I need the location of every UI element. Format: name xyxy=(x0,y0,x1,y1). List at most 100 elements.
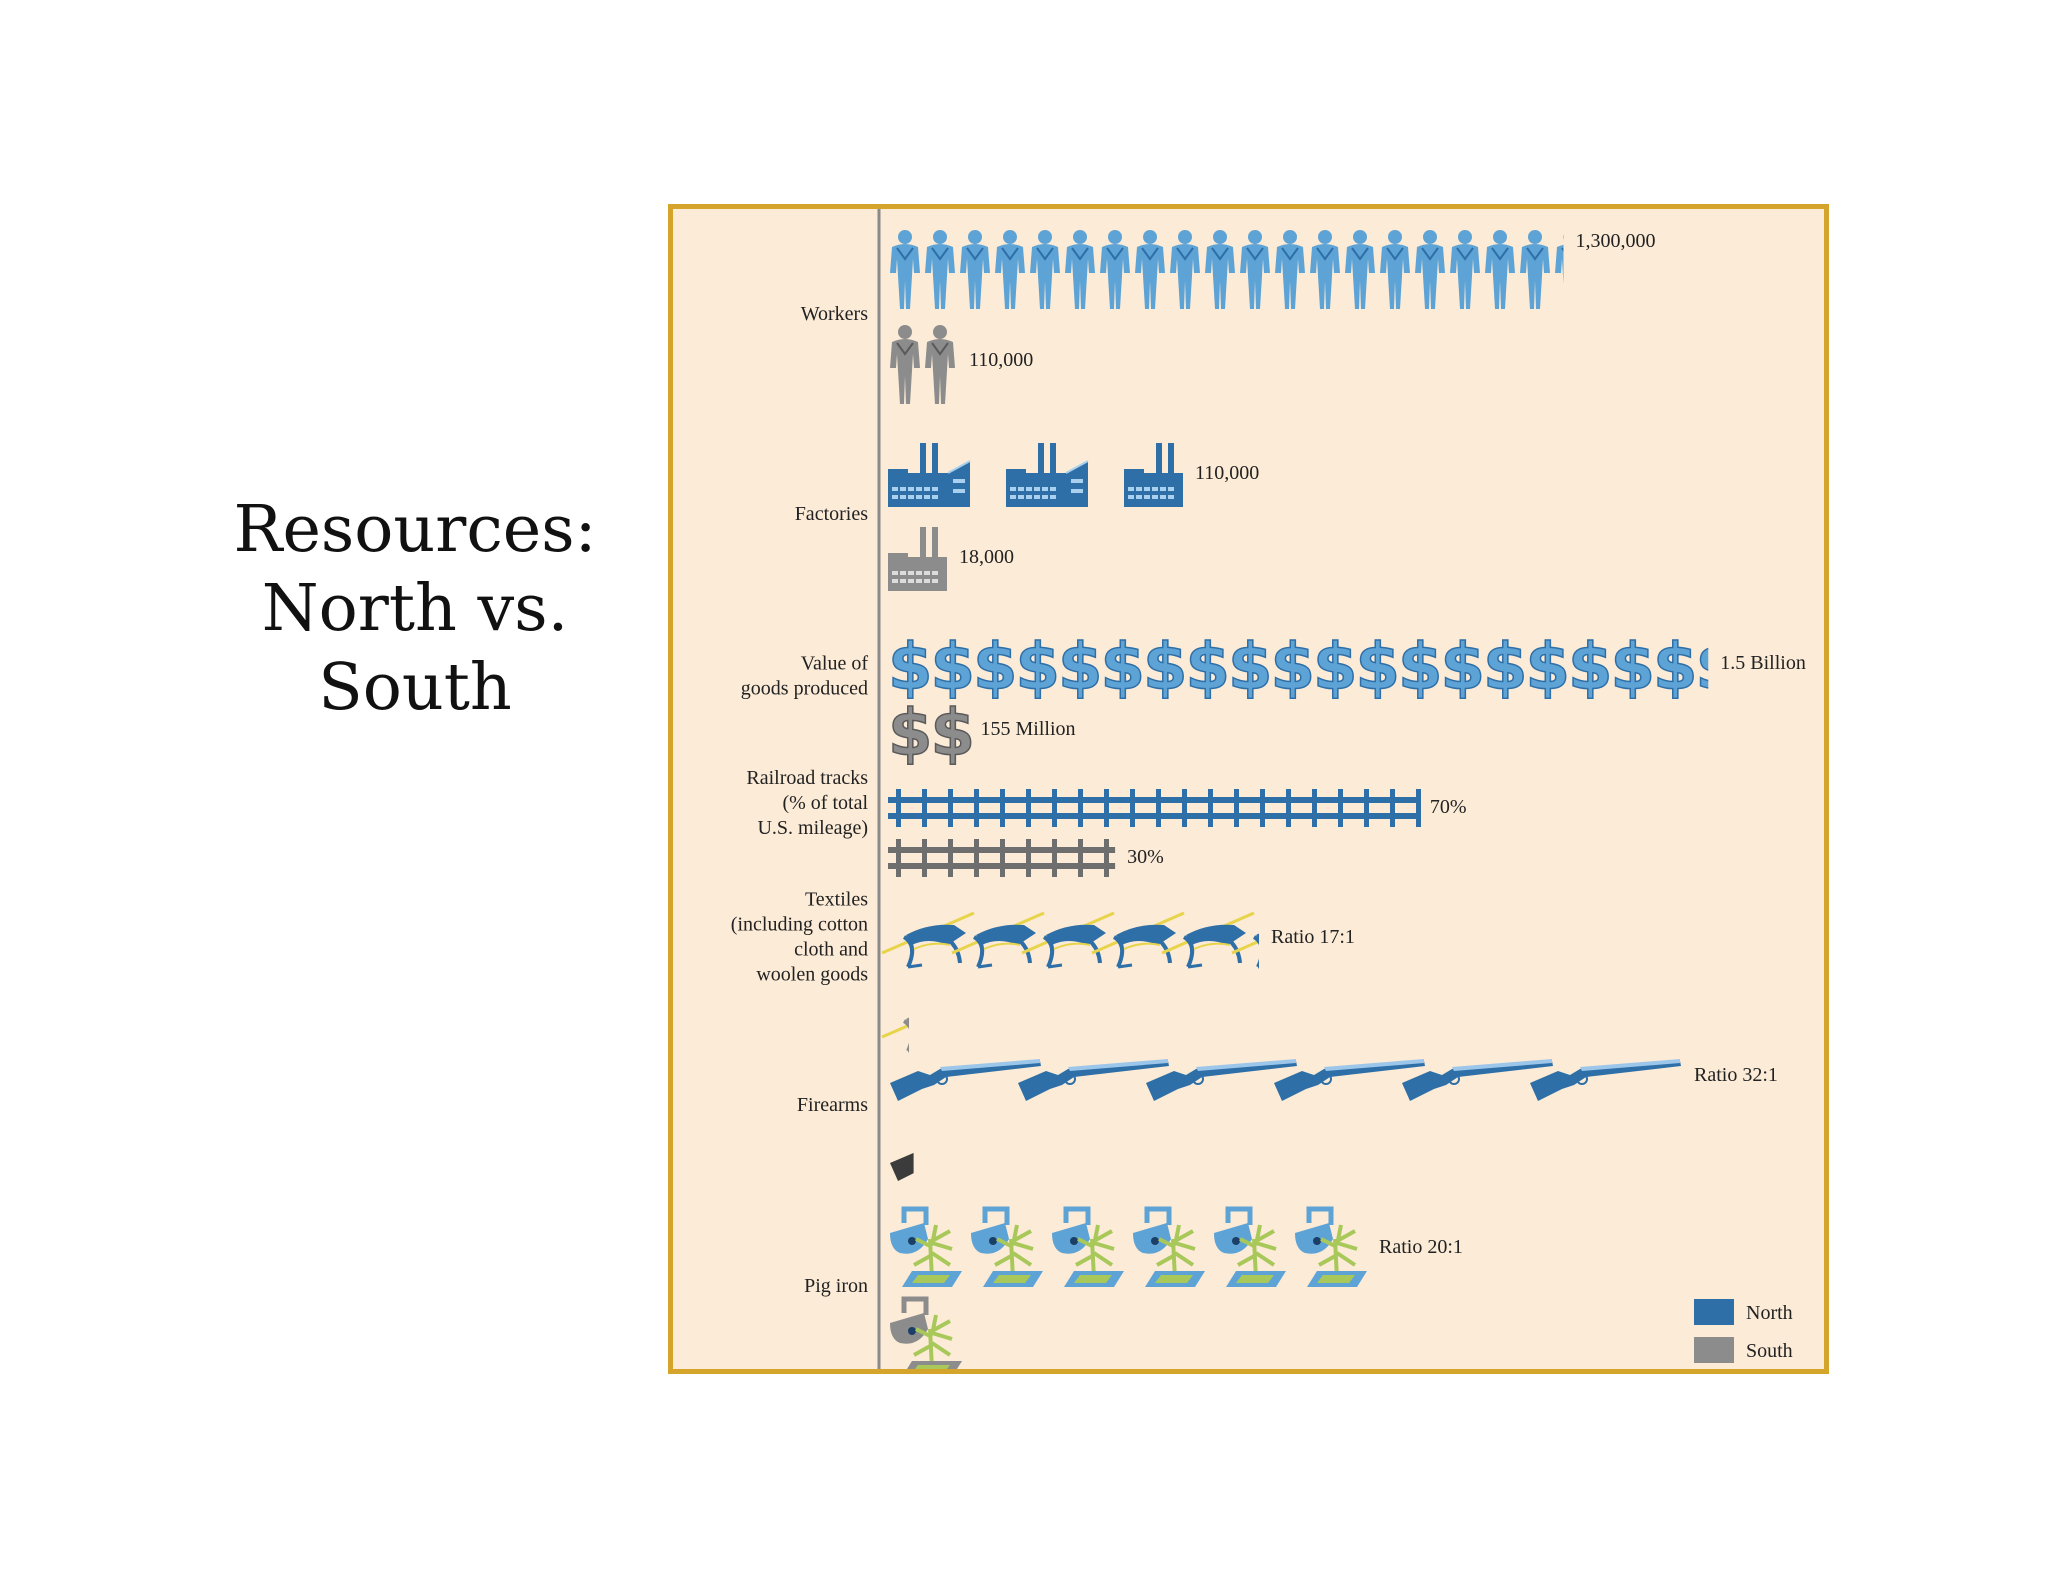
north-pig-iron-furnace-icon xyxy=(890,1206,962,1287)
north-dollar-icon: $ xyxy=(1142,630,1188,706)
north-worker-icon xyxy=(1485,230,1515,309)
south-value-label: 30% xyxy=(1127,846,1164,868)
svg-text:$: $ xyxy=(1143,631,1188,705)
south-spinning-machine-icon xyxy=(881,1017,909,1053)
south-value-label: 110,000 xyxy=(969,349,1033,371)
legend-label: South xyxy=(1746,1340,1793,1362)
svg-text:$: $ xyxy=(1483,631,1528,705)
south-factory-icon xyxy=(888,527,947,591)
north-dollar-icon: $ xyxy=(1057,630,1103,706)
svg-text:$: $ xyxy=(888,697,933,771)
north-worker-icon xyxy=(1380,230,1410,309)
svg-text:$: $ xyxy=(1526,631,1571,705)
north-worker-icon xyxy=(890,230,920,309)
north-dollar-icon: $ xyxy=(972,630,1018,706)
north-dollar-icon: $ xyxy=(1440,630,1486,706)
north-rifle-icon xyxy=(1402,1059,1553,1101)
north-dollar-icon: $ xyxy=(1227,630,1273,706)
north-spinning-machine-icon xyxy=(1021,911,1115,969)
legend-swatch xyxy=(1694,1299,1734,1325)
svg-text:$: $ xyxy=(1356,631,1401,705)
svg-text:$: $ xyxy=(973,631,1018,705)
north-value-label: Ratio 32:1 xyxy=(1694,1064,1778,1086)
title-line: North vs. xyxy=(261,571,569,646)
svg-text:$: $ xyxy=(931,697,976,771)
category-label: Factories xyxy=(795,503,869,525)
svg-text:$: $ xyxy=(1271,631,1316,705)
north-worker-icon xyxy=(1205,230,1235,309)
svg-text:$: $ xyxy=(1016,631,1061,705)
north-worker-icon xyxy=(1275,230,1305,309)
category-label: Pig iron xyxy=(804,1275,868,1297)
north-dollar-icon: $ xyxy=(1695,630,1709,706)
north-dollar-icon: $ xyxy=(1652,630,1698,706)
north-dollar-icon: $ xyxy=(1355,630,1401,706)
north-worker-icon xyxy=(1065,230,1095,309)
svg-text:$: $ xyxy=(1313,631,1358,705)
north-worker-icon xyxy=(1135,230,1165,309)
south-rifle-icon xyxy=(890,1152,914,1181)
category-label: U.S. mileage) xyxy=(757,817,868,839)
north-railroad-track-icon xyxy=(888,789,1421,827)
north-dollar-icon: $ xyxy=(1397,630,1443,706)
svg-text:$: $ xyxy=(888,631,933,705)
svg-text:$: $ xyxy=(1568,631,1613,705)
svg-text:$: $ xyxy=(1058,631,1103,705)
north-worker-icon xyxy=(1450,230,1480,309)
north-worker-icon xyxy=(1345,230,1375,309)
north-dollar-icon: $ xyxy=(1610,630,1656,706)
svg-text:$: $ xyxy=(1441,631,1486,705)
north-dollar-icon: $ xyxy=(1312,630,1358,706)
pictograph-chart: Workers 1,300,000 110,000 Factories 110,000 1… xyxy=(731,209,1806,1369)
north-dollar-icon: $ xyxy=(1482,630,1528,706)
north-spinning-machine-icon xyxy=(1231,933,1259,969)
north-factory-icon xyxy=(1124,443,1183,507)
north-worker-icon xyxy=(1100,230,1130,309)
north-worker-icon xyxy=(1415,230,1445,309)
north-worker-icon xyxy=(925,230,955,309)
north-pig-iron-furnace-icon xyxy=(971,1206,1043,1287)
category-label: Workers xyxy=(801,303,868,325)
north-dollar-icon: $ xyxy=(1185,630,1231,706)
south-value-label: 18,000 xyxy=(959,546,1014,568)
legend-label: North xyxy=(1746,1302,1793,1324)
north-spinning-machine-icon xyxy=(1161,911,1255,969)
south-worker-icon xyxy=(890,325,920,404)
north-value-label: 110,000 xyxy=(1195,462,1259,484)
north-worker-icon xyxy=(1310,230,1340,309)
category-label: (including cotton xyxy=(731,914,868,936)
north-factory-icon xyxy=(888,443,971,507)
north-value-label: Ratio 17:1 xyxy=(1271,926,1355,948)
north-value-label: 70% xyxy=(1430,796,1467,818)
south-dollar-icon: $ xyxy=(930,696,976,772)
north-factory-icon xyxy=(1006,443,1089,507)
svg-text:$: $ xyxy=(1186,631,1231,705)
north-dollar-icon: $ xyxy=(1270,630,1316,706)
south-worker-icon xyxy=(925,325,955,404)
svg-text:$: $ xyxy=(1398,631,1443,705)
north-worker-icon xyxy=(1520,230,1550,309)
svg-text:$: $ xyxy=(1101,631,1146,705)
svg-text:$: $ xyxy=(1228,631,1273,705)
category-label: Textiles xyxy=(805,889,868,911)
north-rifle-icon xyxy=(1274,1059,1425,1101)
north-spinning-machine-icon xyxy=(881,911,975,969)
category-label: (% of total xyxy=(782,792,868,814)
north-dollar-icon: $ xyxy=(1567,630,1613,706)
north-rifle-icon xyxy=(1018,1059,1169,1101)
north-value-label: Ratio 20:1 xyxy=(1379,1236,1463,1258)
north-pig-iron-furnace-icon xyxy=(1214,1206,1286,1287)
title-line: South xyxy=(318,650,512,725)
south-dollar-icon: $ xyxy=(887,696,933,772)
north-rifle-icon xyxy=(890,1059,1041,1101)
north-pig-iron-furnace-icon xyxy=(1052,1206,1124,1287)
north-value-label: 1,300,000 xyxy=(1576,230,1656,252)
north-worker-icon xyxy=(1240,230,1270,309)
north-worker-icon xyxy=(960,230,990,309)
north-pig-iron-furnace-icon xyxy=(1295,1206,1367,1287)
category-label: Firearms xyxy=(797,1094,868,1116)
north-pig-iron-furnace-icon xyxy=(1133,1206,1205,1287)
north-worker-icon xyxy=(1555,234,1564,284)
svg-text:$: $ xyxy=(1653,631,1698,705)
title-line: Resources: xyxy=(233,492,597,567)
